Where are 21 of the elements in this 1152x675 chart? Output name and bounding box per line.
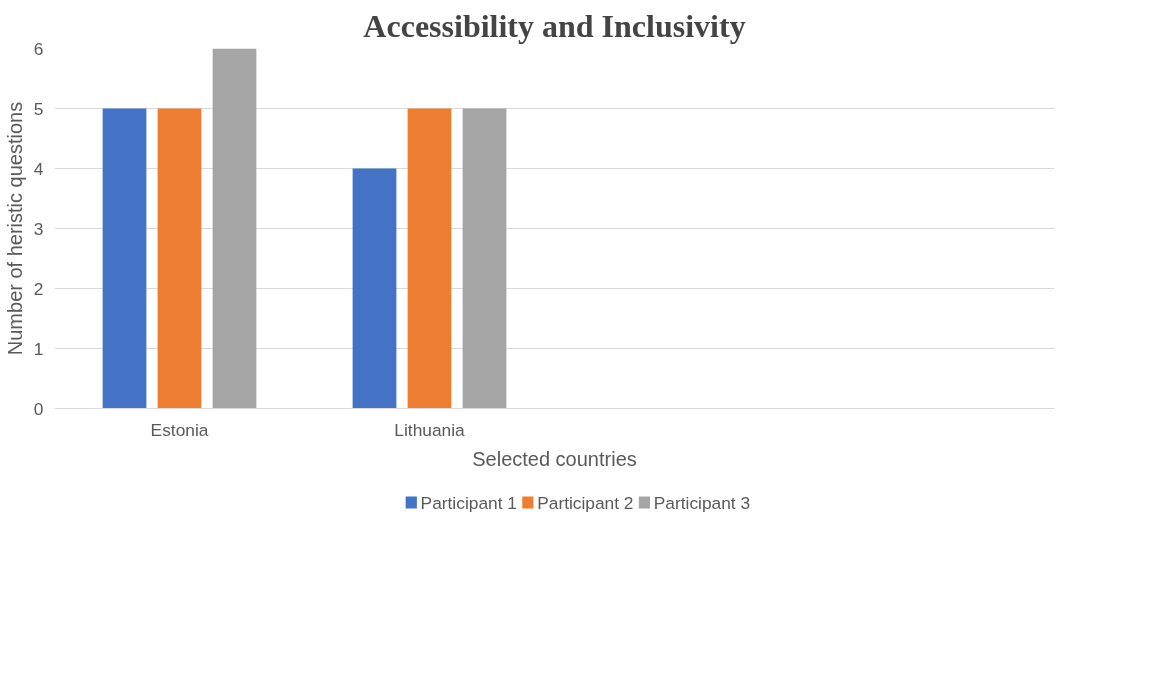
y-tick-label: 0: [33, 398, 44, 419]
legend-label: Participant 1: [420, 492, 517, 513]
bar: [462, 108, 507, 409]
legend-label: Participant 2: [537, 492, 634, 513]
y-tick-label: 4: [33, 158, 44, 179]
chart-title: Accessibility and Inclusivity: [363, 7, 746, 44]
y-tick-label: 2: [33, 278, 44, 299]
x-tick-label: Lithuania: [394, 419, 466, 440]
y-tick-label: 6: [33, 38, 44, 59]
x-axis-title: Selected countries: [472, 447, 637, 470]
y-axis-title: Number of heristic questions: [3, 101, 26, 356]
bar: [352, 168, 397, 409]
y-tick-label: 1: [33, 338, 44, 359]
legend-label: Participant 3: [653, 492, 751, 513]
y-tick-label: 5: [33, 98, 44, 119]
y-tick-label: 3: [33, 218, 44, 239]
x-tick-label: Estonia: [150, 419, 209, 440]
bar: [157, 108, 202, 409]
bar: [407, 108, 452, 409]
bar: [102, 108, 147, 409]
bar: [212, 48, 257, 409]
